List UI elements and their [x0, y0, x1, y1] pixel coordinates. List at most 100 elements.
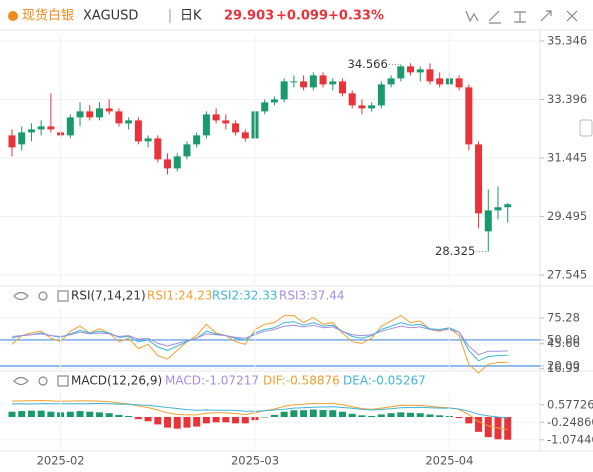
- candle-body: [222, 120, 230, 124]
- histogram-bar: [368, 415, 376, 418]
- histogram-bar: [338, 411, 346, 418]
- y-tick-label: 35.346: [547, 33, 587, 47]
- period[interactable]: 日K: [180, 9, 202, 24]
- symbol-code: XAGUSD: [83, 9, 138, 24]
- histogram-bar: [280, 411, 288, 418]
- histogram-bar: [183, 417, 191, 428]
- candle-body: [280, 81, 288, 100]
- candle-body: [37, 126, 45, 130]
- y-tick-label: 33.396: [547, 92, 587, 106]
- candle-body: [164, 159, 172, 169]
- histogram-bar: [173, 417, 181, 429]
- legend-entry: RSI2:32.33: [212, 289, 278, 303]
- toolbar-button[interactable]: [465, 10, 479, 23]
- y-tick-label: 0.57726: [547, 397, 593, 411]
- candle-body: [105, 108, 113, 112]
- histogram-bar: [95, 412, 103, 418]
- macd-header: MACD(12,26,9) MACD:-1.07217 DIF:-0.58876…: [13, 374, 426, 388]
- candle-body: [494, 207, 502, 211]
- candle-body: [18, 132, 26, 145]
- y-tick-label: 45.66: [547, 336, 580, 350]
- histogram-bar: [426, 414, 434, 418]
- toolbar-button[interactable]: [514, 11, 526, 23]
- histogram-bar: [397, 412, 405, 418]
- candle-body: [134, 120, 142, 142]
- candle-body: [290, 81, 298, 83]
- legend-entry: MACD:-1.07217: [165, 374, 259, 388]
- rsi-header: RSI(7,14,21) RSI1:24.23 RSI2:32.33 RSI3:…: [13, 289, 345, 303]
- histogram-bar: [407, 412, 415, 418]
- legend-entry: DEA:-0.05267: [343, 374, 426, 388]
- histogram-bar: [76, 411, 84, 418]
- eye-icon[interactable]: [13, 291, 29, 301]
- candle-body: [212, 114, 220, 121]
- histogram-bar: [154, 417, 162, 425]
- panel-handle[interactable]: [579, 119, 593, 137]
- icon: [465, 10, 479, 23]
- candle-body: [241, 132, 249, 139]
- box-icon[interactable]: [57, 375, 69, 387]
- histogram-bar: [202, 417, 210, 424]
- candle-body: [27, 129, 35, 133]
- histogram-bar: [66, 411, 74, 418]
- icon: [514, 11, 526, 23]
- toolbar-button[interactable]: [540, 10, 552, 22]
- y-tick-label: 20.00: [547, 359, 580, 373]
- candle-body: [125, 120, 133, 124]
- y-tick-label: 16.93: [547, 361, 580, 375]
- candle-body: [270, 99, 278, 103]
- x-tick-label: 2025-04: [425, 454, 473, 468]
- eye-icon[interactable]: [13, 376, 29, 386]
- histogram-bar: [18, 411, 26, 418]
- toolbar-button[interactable]: [566, 10, 578, 22]
- histogram-bar: [144, 417, 152, 422]
- symbol-icon: [8, 11, 18, 21]
- series-line: [11, 321, 508, 362]
- candle-body: [115, 111, 123, 124]
- y-tick-label: -1.07446: [547, 432, 593, 446]
- candle-body: [387, 78, 395, 85]
- histogram-bar: [387, 413, 395, 418]
- legend-entry: RSI1:24.23: [147, 289, 213, 303]
- candle-body: [436, 78, 444, 85]
- candle-body: [319, 75, 327, 85]
- candle-body: [377, 84, 385, 106]
- candle-body: [504, 204, 512, 208]
- y-tick-label: -0.24860: [547, 415, 593, 429]
- gear-icon[interactable]: [38, 291, 48, 301]
- toolbar-button[interactable]: [488, 10, 501, 24]
- histogram-bar: [164, 417, 172, 428]
- candle-body: [484, 210, 492, 232]
- histogram-bar: [484, 417, 492, 438]
- histogram-bar: [86, 411, 94, 418]
- candle-body: [76, 111, 84, 118]
- histogram-bar: [8, 411, 16, 418]
- candle-body: [154, 138, 162, 160]
- candle-body: [397, 66, 405, 79]
- histogram-bar: [348, 413, 356, 418]
- candle-body: [300, 81, 308, 88]
- gear-icon[interactable]: [38, 376, 48, 386]
- histogram-bar: [232, 417, 240, 424]
- indicator-title: MACD(12,26,9): [71, 374, 162, 388]
- icon: [540, 10, 552, 22]
- y-tick-label: 27.545: [547, 268, 587, 282]
- box-icon[interactable]: [57, 290, 69, 302]
- candle-body: [173, 156, 181, 169]
- histogram-bar: [105, 413, 113, 418]
- legend-entry: RSI3:37.44: [279, 289, 345, 303]
- series-line: [11, 399, 508, 430]
- histogram-bar: [377, 414, 385, 418]
- candle-body: [338, 81, 346, 94]
- annotation: 28.325: [435, 244, 475, 258]
- candle-body: [329, 81, 337, 85]
- candle-body: [95, 108, 103, 118]
- histogram-bar: [358, 415, 366, 418]
- histogram-bar: [475, 417, 483, 432]
- x-tick-label: 2025-03: [231, 454, 279, 468]
- indicator-title: RSI(7,14,21): [71, 289, 146, 303]
- annotation: 34.566: [348, 57, 388, 71]
- candle-body: [86, 111, 94, 118]
- candle-body: [193, 135, 201, 145]
